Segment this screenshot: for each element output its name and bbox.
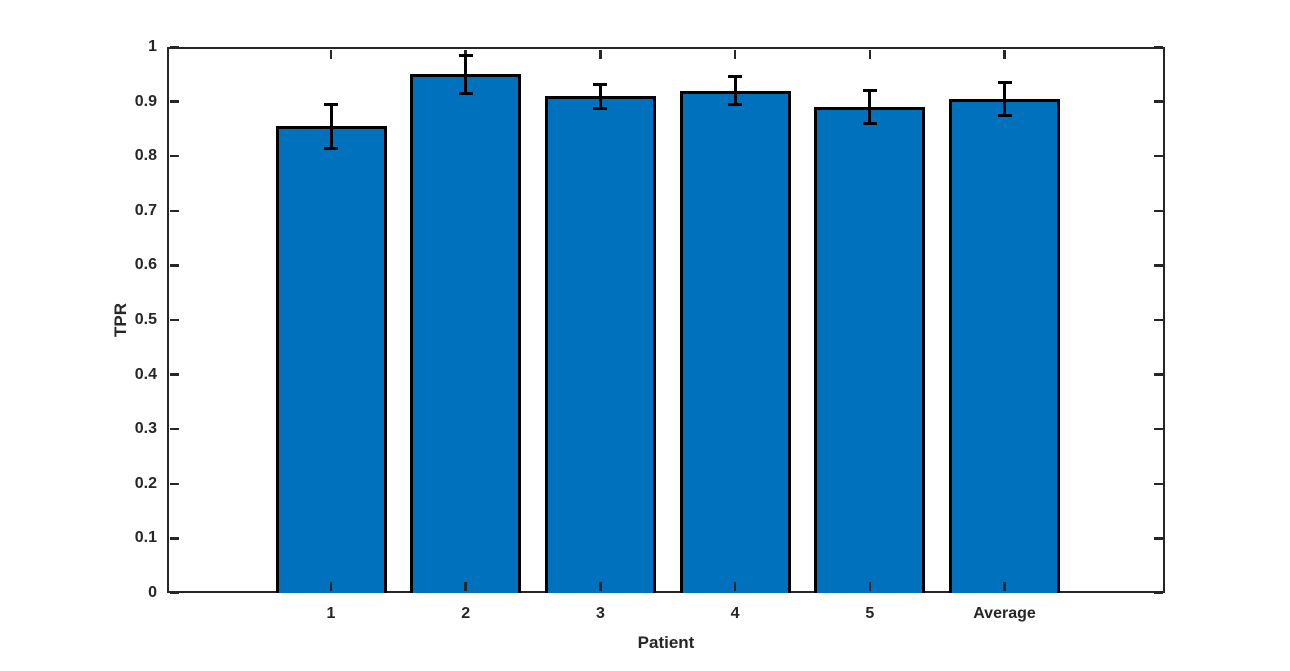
- error-bar-cap: [593, 106, 608, 110]
- y-tick: [169, 154, 179, 158]
- y-tick-right: [1153, 154, 1163, 158]
- bar: [814, 107, 926, 593]
- y-tick-label: 0.3: [134, 420, 157, 438]
- y-tick: [169, 482, 179, 486]
- x-tick-label: 5: [865, 605, 875, 622]
- y-tick: [169, 537, 179, 540]
- x-tick-top: [599, 49, 602, 59]
- error-bar: [1003, 82, 1006, 116]
- x-tick-label: 3: [595, 605, 605, 622]
- x-tick: [733, 581, 737, 591]
- y-tick-right: [1153, 482, 1163, 486]
- y-tick-label: 0.8: [134, 147, 157, 165]
- x-tick: [329, 581, 333, 591]
- error-bar-cap: [862, 122, 877, 126]
- error-bar-cap: [324, 102, 338, 106]
- y-tick-right: [1153, 100, 1163, 103]
- x-tick-label: 4: [730, 605, 740, 622]
- y-tick-right: [1153, 264, 1163, 267]
- error-bar: [733, 76, 737, 105]
- bar: [544, 96, 656, 593]
- y-tick: [169, 591, 179, 595]
- error-bar-cap: [997, 80, 1012, 84]
- error-bar-cap: [862, 88, 877, 92]
- y-tick-label: 0: [148, 584, 157, 601]
- x-tick: [868, 581, 872, 591]
- x-tick-top: [733, 49, 737, 59]
- y-tick-label: 0.9: [134, 92, 157, 110]
- plot-area: [167, 47, 1165, 593]
- y-tick: [169, 427, 179, 431]
- y-tick: [169, 45, 179, 49]
- y-tick-label: 0.1: [134, 529, 157, 547]
- error-bar-cap: [728, 103, 743, 107]
- y-tick-right: [1153, 45, 1163, 49]
- x-tick-label: 2: [461, 605, 471, 622]
- x-tick-label: 1: [326, 605, 336, 622]
- y-tick: [169, 318, 179, 322]
- y-tick-label: 0.2: [134, 474, 157, 492]
- x-tick-top: [1003, 49, 1006, 59]
- y-tick: [169, 209, 179, 213]
- y-tick-label: 1: [148, 38, 157, 55]
- bar: [410, 74, 522, 593]
- y-tick: [169, 100, 179, 103]
- error-bar-cap: [997, 113, 1012, 117]
- x-tick-top: [329, 49, 333, 59]
- x-tick: [599, 581, 602, 591]
- x-tick: [1003, 581, 1006, 591]
- error-bar-cap: [728, 74, 743, 78]
- error-bar-cap: [324, 146, 338, 150]
- error-bar: [598, 84, 602, 109]
- x-axis-label: Patient: [637, 633, 695, 652]
- error-bar-cap: [458, 53, 473, 57]
- error-bar: [329, 104, 333, 148]
- y-tick-right: [1153, 427, 1163, 431]
- y-tick-right: [1153, 209, 1163, 213]
- y-tick-label: 0.6: [134, 256, 157, 274]
- y-tick-label: 0.5: [134, 311, 157, 328]
- y-tick-right: [1153, 537, 1163, 540]
- x-tick-top: [868, 49, 872, 59]
- y-tick-right: [1153, 318, 1163, 322]
- x-tick-label: Average: [973, 605, 1036, 622]
- bar: [275, 126, 387, 593]
- bar: [679, 90, 791, 593]
- y-tick-label: 0.7: [134, 201, 157, 219]
- y-tick: [169, 373, 179, 376]
- error-bar-cap: [593, 82, 608, 86]
- y-tick: [169, 264, 179, 267]
- error-bar: [868, 90, 872, 124]
- y-tick-right: [1153, 591, 1163, 595]
- error-bar: [464, 55, 468, 94]
- bar: [949, 98, 1060, 593]
- y-tick-label: 0.4: [134, 365, 157, 383]
- y-tick-right: [1153, 373, 1163, 376]
- x-tick: [464, 581, 467, 591]
- error-bar-cap: [458, 91, 473, 95]
